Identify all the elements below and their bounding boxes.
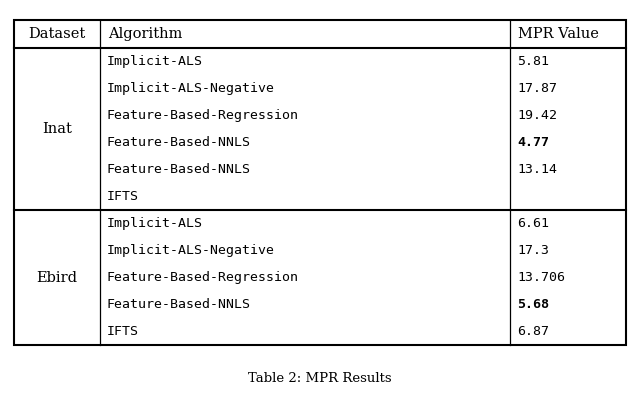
Text: Feature-Based-Regression: Feature-Based-Regression xyxy=(107,271,299,284)
Text: IFTS: IFTS xyxy=(107,190,139,203)
Text: Implicit-ALS: Implicit-ALS xyxy=(107,55,203,68)
Text: Dataset: Dataset xyxy=(28,27,86,41)
Text: 13.14: 13.14 xyxy=(517,163,557,176)
Text: Implicit-ALS-Negative: Implicit-ALS-Negative xyxy=(107,244,275,257)
Text: Inat: Inat xyxy=(42,122,72,136)
Text: 6.61: 6.61 xyxy=(517,217,549,230)
Text: Implicit-ALS-Negative: Implicit-ALS-Negative xyxy=(107,82,275,95)
Text: 4.77: 4.77 xyxy=(517,136,549,149)
Text: 17.87: 17.87 xyxy=(517,82,557,95)
Text: 13.706: 13.706 xyxy=(517,271,565,284)
Text: 5.68: 5.68 xyxy=(517,298,549,311)
Text: Feature-Based-NNLS: Feature-Based-NNLS xyxy=(107,298,251,311)
Text: 19.42: 19.42 xyxy=(517,109,557,122)
Text: MPR Value: MPR Value xyxy=(518,27,599,41)
Text: 6.87: 6.87 xyxy=(517,325,549,338)
Text: Algorithm: Algorithm xyxy=(108,27,182,41)
Text: Table 2: MPR Results: Table 2: MPR Results xyxy=(248,371,392,384)
Text: 17.3: 17.3 xyxy=(517,244,549,257)
Bar xyxy=(14,20,626,345)
Text: 5.81: 5.81 xyxy=(517,55,549,68)
Text: Ebird: Ebird xyxy=(36,270,77,285)
Text: Feature-Based-Regression: Feature-Based-Regression xyxy=(107,109,299,122)
Text: Feature-Based-NNLS: Feature-Based-NNLS xyxy=(107,163,251,176)
Text: Feature-Based-NNLS: Feature-Based-NNLS xyxy=(107,136,251,149)
Text: Implicit-ALS: Implicit-ALS xyxy=(107,217,203,230)
Text: IFTS: IFTS xyxy=(107,325,139,338)
